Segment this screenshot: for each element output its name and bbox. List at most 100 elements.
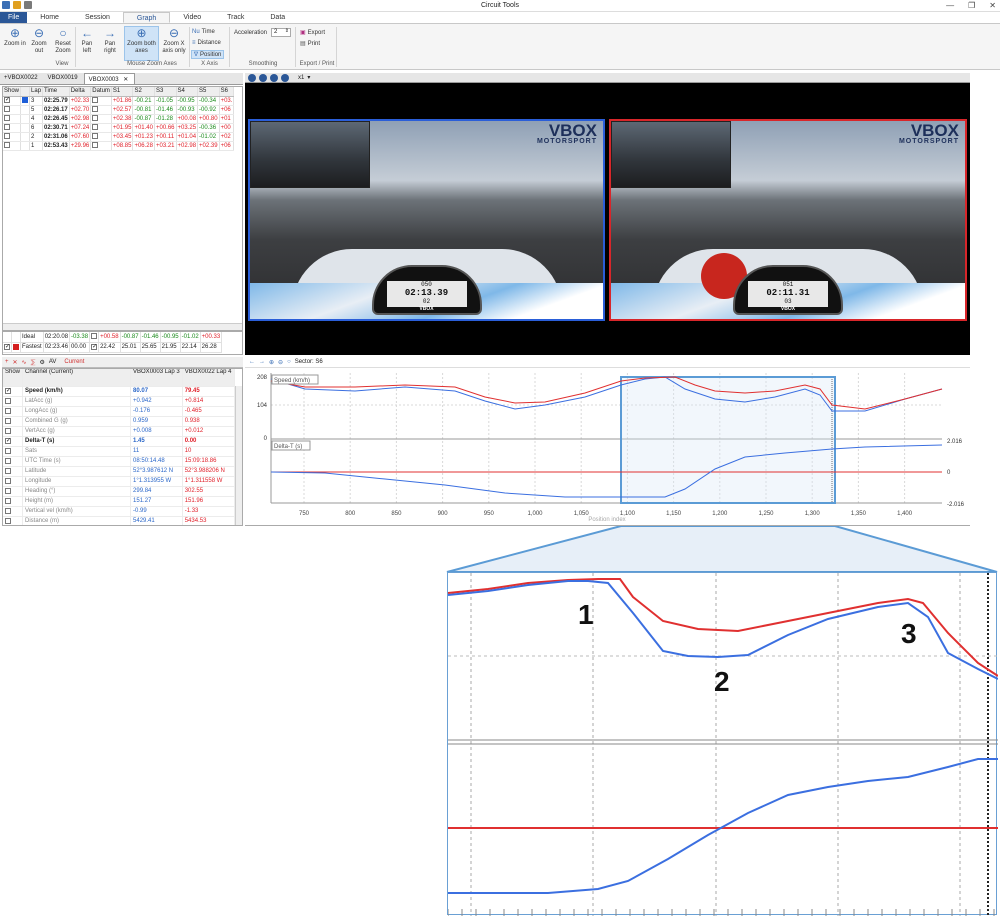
channel-show-cell[interactable]: [3, 406, 24, 417]
settings-icon[interactable]: ⚙: [39, 359, 45, 366]
zoom-selection-rect[interactable]: [620, 376, 836, 504]
lap-datum-cell[interactable]: [90, 123, 112, 133]
lap-show-cell[interactable]: [3, 141, 22, 151]
tab-data[interactable]: Data: [270, 14, 286, 21]
skip-forward-icon[interactable]: [281, 73, 289, 82]
channel-row[interactable]: LatAcc (g) +0.942 +0.814: [3, 396, 236, 407]
lap-header[interactable]: Time: [42, 87, 70, 97]
speed-dropdown-icon[interactable]: ▾: [307, 75, 311, 81]
channel-row[interactable]: Combined G (g) 0.959 0.938: [3, 416, 236, 427]
graph-panel[interactable]: 750 800 850 900 950 1,000 1,050 1,100 1,150 1,200…: [245, 369, 970, 526]
channel-show-cell[interactable]: [3, 426, 24, 437]
pan-right-button[interactable]: → Pan right: [99, 27, 121, 55]
lap-show-cell[interactable]: [3, 132, 22, 142]
lap-header[interactable]: S6: [219, 87, 235, 97]
restore-icon[interactable]: ❐: [968, 1, 976, 10]
channel-show-cell[interactable]: [3, 516, 24, 525]
show-checkbox[interactable]: [5, 487, 11, 494]
show-checkbox[interactable]: [4, 133, 10, 140]
x-axis-distance-option[interactable]: ≡ Distance: [192, 40, 221, 46]
channel-row[interactable]: Delta-T (s)1.450.00: [3, 436, 236, 447]
tab-track[interactable]: Track: [227, 14, 245, 21]
spinner-arrows-icon[interactable]: ⇕: [284, 28, 289, 34]
channel-row[interactable]: Vertical vel (km/h) -0.99 -1.33: [3, 506, 236, 517]
x-axis-time-option[interactable]: Nu Time: [192, 29, 215, 35]
channel-row[interactable]: LongAcc (g) -0.176 -0.465: [3, 406, 236, 417]
lap-header[interactable]: S3: [154, 87, 177, 97]
lap-header[interactable]: S5: [197, 87, 220, 97]
lap-row[interactable]: 5 02:26.17 +02.70 +02.57 -00.81 -01.46 -00.93-…: [3, 105, 235, 115]
lap-header[interactable]: [20, 87, 31, 97]
file-tab-vbox0022[interactable]: +VBOX0022: [4, 75, 38, 81]
tab-video[interactable]: Video: [183, 14, 202, 21]
datum-checkbox[interactable]: [91, 343, 98, 350]
channel-show-cell[interactable]: [3, 466, 24, 477]
show-checkbox[interactable]: [5, 417, 11, 424]
export-button[interactable]: ▣ Export: [300, 30, 326, 36]
remove-channel-icon[interactable]: ✕: [12, 359, 18, 366]
lap-row[interactable]: 302:25.79+02.33 +01.86-00.21-01.05-00.95-…: [3, 96, 235, 106]
print-button[interactable]: ▤ Print: [300, 41, 321, 47]
show-checkbox[interactable]: [5, 467, 11, 474]
file-tab-vbox0019[interactable]: VBOX0019: [47, 75, 78, 81]
show-checkbox[interactable]: [5, 387, 11, 394]
datum-checkbox[interactable]: [92, 115, 99, 122]
playback-speed-select[interactable]: x1: [298, 74, 305, 81]
show-checkbox[interactable]: [5, 397, 11, 404]
ideal-datum-cell[interactable]: [89, 342, 100, 353]
lap-header[interactable]: Lap: [29, 87, 44, 97]
ideal-datum-cell[interactable]: [89, 332, 100, 343]
channel-row[interactable]: Distance (m) 5429.41 5434.53: [3, 516, 236, 525]
acceleration-spinner[interactable]: 2 ⇕: [271, 28, 291, 37]
zoom-in-button[interactable]: ⊕ Zoom in: [4, 26, 26, 48]
show-checkbox[interactable]: [5, 427, 11, 434]
datum-checkbox[interactable]: [92, 97, 99, 104]
show-checkbox[interactable]: [5, 517, 11, 524]
show-checkbox[interactable]: [5, 457, 11, 464]
show-checkbox[interactable]: [5, 477, 11, 484]
x-axis-position-option[interactable]: ∇ Position: [191, 50, 225, 59]
channel-show-cell[interactable]: [3, 396, 24, 407]
datum-checkbox[interactable]: [92, 124, 99, 131]
lap-show-cell[interactable]: [3, 114, 22, 124]
channel-show-cell[interactable]: [3, 476, 24, 487]
video-left[interactable]: VBOX MOTORSPORT 050 02:13.39 02 VBOX: [248, 119, 605, 321]
show-checkbox[interactable]: [4, 97, 10, 104]
play-icon[interactable]: [259, 73, 267, 82]
pan-left-button[interactable]: ← Pan left: [77, 27, 97, 55]
datum-checkbox[interactable]: [92, 133, 99, 140]
color-swatch[interactable]: [13, 343, 19, 350]
zoom-both-axes-button[interactable]: ⊕ Zoom both axes: [124, 26, 159, 61]
filter-icon[interactable]: ⅀: [30, 359, 36, 366]
channel-show-cell[interactable]: [3, 416, 24, 427]
lap-header[interactable]: Delta: [69, 87, 92, 97]
show-checkbox[interactable]: [5, 497, 11, 504]
channel-row[interactable]: UTC Time (s) 08:50:14.48 15:09:18.86: [3, 456, 236, 467]
lap-row[interactable]: 6 02:30.71 +07.24 +01.95 +01.40 +00.66 +03.25-…: [3, 123, 235, 133]
video-right[interactable]: VBOX MOTORSPORT 051 02:11.31 03 VBOX: [609, 119, 967, 321]
arrow-right-icon[interactable]: →: [259, 359, 265, 365]
channel-row[interactable]: Longitude 1°1.313955 W 1°1.311558 W: [3, 476, 236, 487]
lap-row[interactable]: 1 02:53.43 +29.96 +08.85 +06.28 +03.21 +02.98 +…: [3, 141, 235, 151]
lap-datum-cell[interactable]: [90, 105, 112, 115]
lap-datum-cell[interactable]: [90, 114, 112, 124]
lap-datum-cell[interactable]: [90, 96, 112, 106]
zoom-in-icon[interactable]: ⊕: [269, 359, 275, 366]
math-channel-icon[interactable]: ∿: [21, 359, 27, 366]
channel-show-cell[interactable]: [3, 446, 24, 457]
show-checkbox[interactable]: [4, 115, 10, 122]
channel-row[interactable]: Heading (°) 299.84 302.55: [3, 486, 236, 497]
av-icon[interactable]: AV: [48, 359, 57, 365]
channel-show-cell[interactable]: [3, 506, 24, 517]
channel-row[interactable]: VertAcc (g) +0.008 +0.012: [3, 426, 236, 437]
lap-show-cell[interactable]: [3, 96, 22, 106]
show-checkbox[interactable]: [4, 343, 10, 350]
open-icon[interactable]: [13, 1, 21, 9]
show-checkbox[interactable]: [5, 507, 11, 514]
reset-zoom-button[interactable]: ○ Reset Zoom: [52, 27, 74, 55]
magnifier-icon[interactable]: ○: [287, 359, 291, 365]
lap-show-cell[interactable]: [3, 105, 22, 115]
channel-show-cell[interactable]: [3, 456, 24, 467]
tab-home[interactable]: Home: [40, 14, 59, 21]
datum-checkbox[interactable]: [92, 142, 99, 149]
